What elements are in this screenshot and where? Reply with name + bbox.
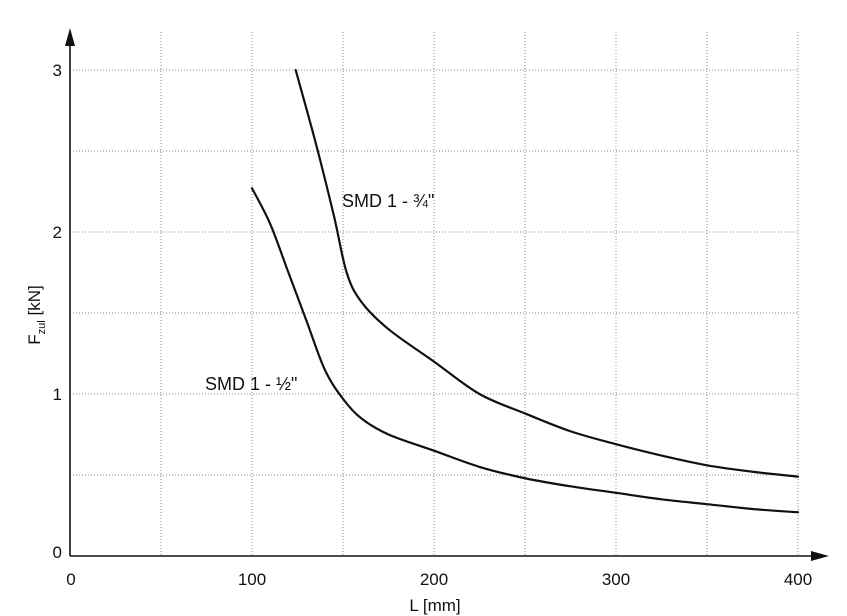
y-tick-label: 1 (53, 385, 62, 404)
y-tick-label: 0 (53, 543, 62, 562)
x-tick-label: 100 (238, 570, 266, 589)
x-axis-arrow-icon (811, 551, 829, 561)
y-axis-label-main: F (25, 334, 44, 344)
series-lines (250, 68, 800, 514)
series-line-half (250, 187, 800, 514)
grid (70, 32, 799, 556)
x-tick-label: 400 (784, 570, 812, 589)
x-tick-label: 300 (602, 570, 630, 589)
tick-labels: 0 100 200 300 400 0 1 2 3 (53, 61, 813, 589)
y-axis-label: Fzul [kN] (25, 285, 48, 344)
series-line-three-quarter (294, 68, 800, 478)
y-axis-label-unit: [kN] (25, 285, 44, 320)
axes (65, 28, 829, 561)
series-label-half: SMD 1 - ½" (205, 374, 297, 394)
y-axis-arrow-icon (65, 28, 75, 46)
series-label-three-quarter: SMD 1 - ¾" (342, 191, 434, 211)
y-tick-label: 2 (53, 223, 62, 242)
x-tick-label: 200 (420, 570, 448, 589)
y-axis-label-sub: zul (36, 320, 48, 334)
x-axis-label: L [mm] (409, 596, 460, 615)
y-tick-label: 3 (53, 61, 62, 80)
x-tick-label: 0 (66, 570, 75, 589)
